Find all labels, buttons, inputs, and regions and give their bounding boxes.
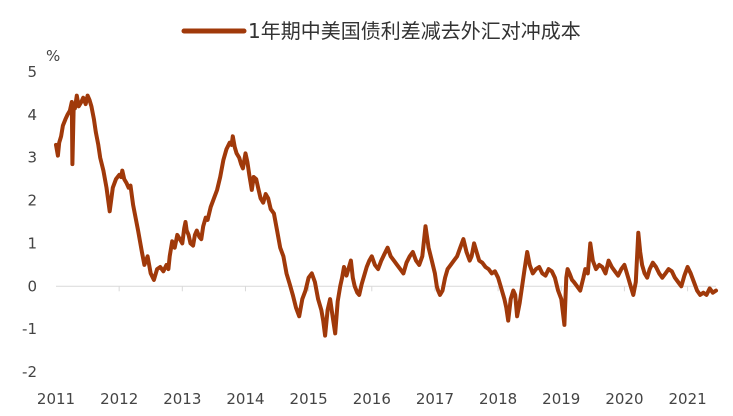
- y-tick-label: 1: [27, 234, 37, 252]
- x-tick-label: 2019: [542, 390, 580, 408]
- x-tick-label: 2018: [479, 390, 517, 408]
- y-axis-unit: %: [46, 47, 60, 65]
- x-tick-label: 2014: [226, 390, 264, 408]
- legend-label: 1年期中美国债利差减去外汇对冲成本: [248, 19, 581, 43]
- x-tick-label: 2017: [416, 390, 454, 408]
- y-tick-label: -2: [22, 363, 37, 381]
- x-tick-label: 2021: [668, 390, 706, 408]
- x-tick-label: 2011: [37, 390, 75, 408]
- x-tick-label: 2013: [163, 390, 201, 408]
- legend: 1年期中美国债利差减去外汇对冲成本: [181, 19, 581, 43]
- y-tick-label: 3: [27, 149, 37, 167]
- x-tick-label: 2012: [100, 390, 138, 408]
- y-tick-label: 0: [27, 277, 37, 295]
- y-tick-label: 2: [27, 192, 37, 210]
- x-tick-label: 2020: [605, 390, 643, 408]
- x-tick-marks: [118, 286, 689, 292]
- y-tick-label: 5: [27, 63, 37, 81]
- x-tick-label: 2016: [353, 390, 391, 408]
- y-tick-label: -1: [22, 320, 37, 338]
- series-line: [54, 93, 718, 338]
- x-tick-label: 2015: [290, 390, 328, 408]
- y-axis: 5 4 3 2 1 0 -1 -2: [22, 63, 37, 381]
- x-axis: 2011 2012 2013 2014 2015 2016 2017 2018 2019 2020…: [37, 390, 707, 408]
- y-tick-label: 4: [27, 106, 37, 124]
